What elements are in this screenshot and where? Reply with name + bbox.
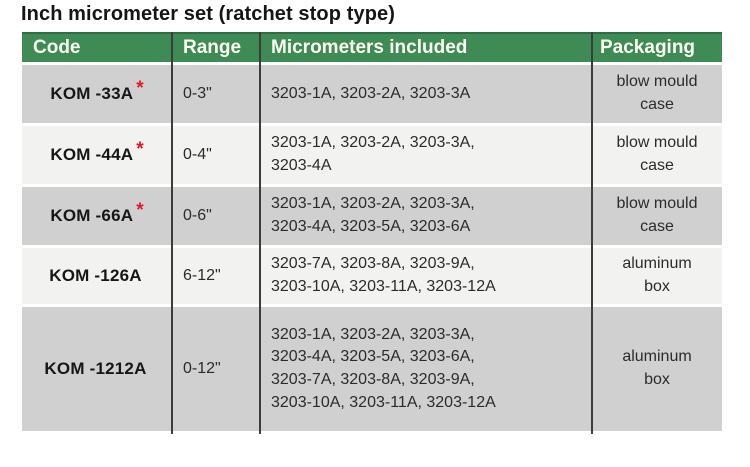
product-code: KOM -66A <box>50 205 134 225</box>
packaging-cell: blow mould case <box>616 73 698 113</box>
packaging-cell: blow mould case <box>616 195 698 235</box>
asterisk-marker: * <box>136 199 144 221</box>
micrometer-set-table: Code Range Micrometers included Packagin… <box>22 32 722 434</box>
column-divider <box>591 32 593 434</box>
packaging-cell: aluminum box <box>622 255 692 295</box>
code-cell: KOM -33A * <box>22 65 172 123</box>
header-cell-range: Range <box>183 36 242 58</box>
range-cell: 0-4" <box>183 145 212 163</box>
product-code: KOM -126A <box>49 265 142 285</box>
header-cell-micrometers: Micrometers included <box>271 36 468 58</box>
range-cell: 0-12" <box>183 359 221 377</box>
table-row: KOM -66A * 0-6" 3203-1A, 3203-2A, 3203-3A… <box>22 187 722 245</box>
range-cell: 6-12" <box>183 266 221 284</box>
micrometers-cell: 3203-1A, 3203-2A, 3203-3A, 3203-4A, 3203… <box>271 325 496 411</box>
column-divider <box>259 32 261 434</box>
page-title: Inch micrometer set (ratchet stop type) <box>21 3 395 25</box>
range-cell: 0-3" <box>183 84 212 102</box>
table-row: KOM -44A * 0-4" 3203-1A, 3203-2A, 3203-3A… <box>22 126 722 184</box>
micrometers-cell: 3203-1A, 3203-2A, 3203-3A, 3203-4A <box>271 134 475 174</box>
packaging-cell: blow mould case <box>616 134 698 174</box>
code-cell: KOM -44A * <box>22 126 172 184</box>
micrometers-cell: 3203-7A, 3203-8A, 3203-9A, 3203-10A, 320… <box>271 255 496 295</box>
range-cell: 0-6" <box>183 206 212 224</box>
micrometers-cell: 3203-1A, 3203-2A, 3203-3A, 3203-4A, 3203… <box>271 195 475 235</box>
code-cell: KOM -126A <box>22 248 172 304</box>
table-row: KOM -33A * 0-3" 3203-1A, 3203-2A, 3203-3A… <box>22 65 722 123</box>
product-code: KOM -33A <box>50 83 134 103</box>
table-header-row: Code Range Micrometers included Packagin… <box>22 32 722 62</box>
asterisk-marker: * <box>136 77 144 99</box>
asterisk-marker: * <box>136 138 144 160</box>
header-cell-packaging: Packaging <box>600 36 696 58</box>
code-cell: KOM -1212A <box>22 307 172 431</box>
code-cell: KOM -66A * <box>22 187 172 245</box>
column-divider <box>171 32 173 434</box>
table-row: KOM -1212A 0-12" 3203-1A, 3203-2A, 3203-… <box>22 307 722 431</box>
product-code: KOM -44A <box>50 144 134 164</box>
header-cell-code: Code <box>33 36 81 58</box>
table-row: KOM -126A 6-12" 3203-7A, 3203-8A, 3203-9… <box>22 248 722 304</box>
micrometers-cell: 3203-1A, 3203-2A, 3203-3A <box>271 84 471 102</box>
product-code: KOM -1212A <box>44 358 147 378</box>
packaging-cell: aluminum box <box>622 348 692 388</box>
